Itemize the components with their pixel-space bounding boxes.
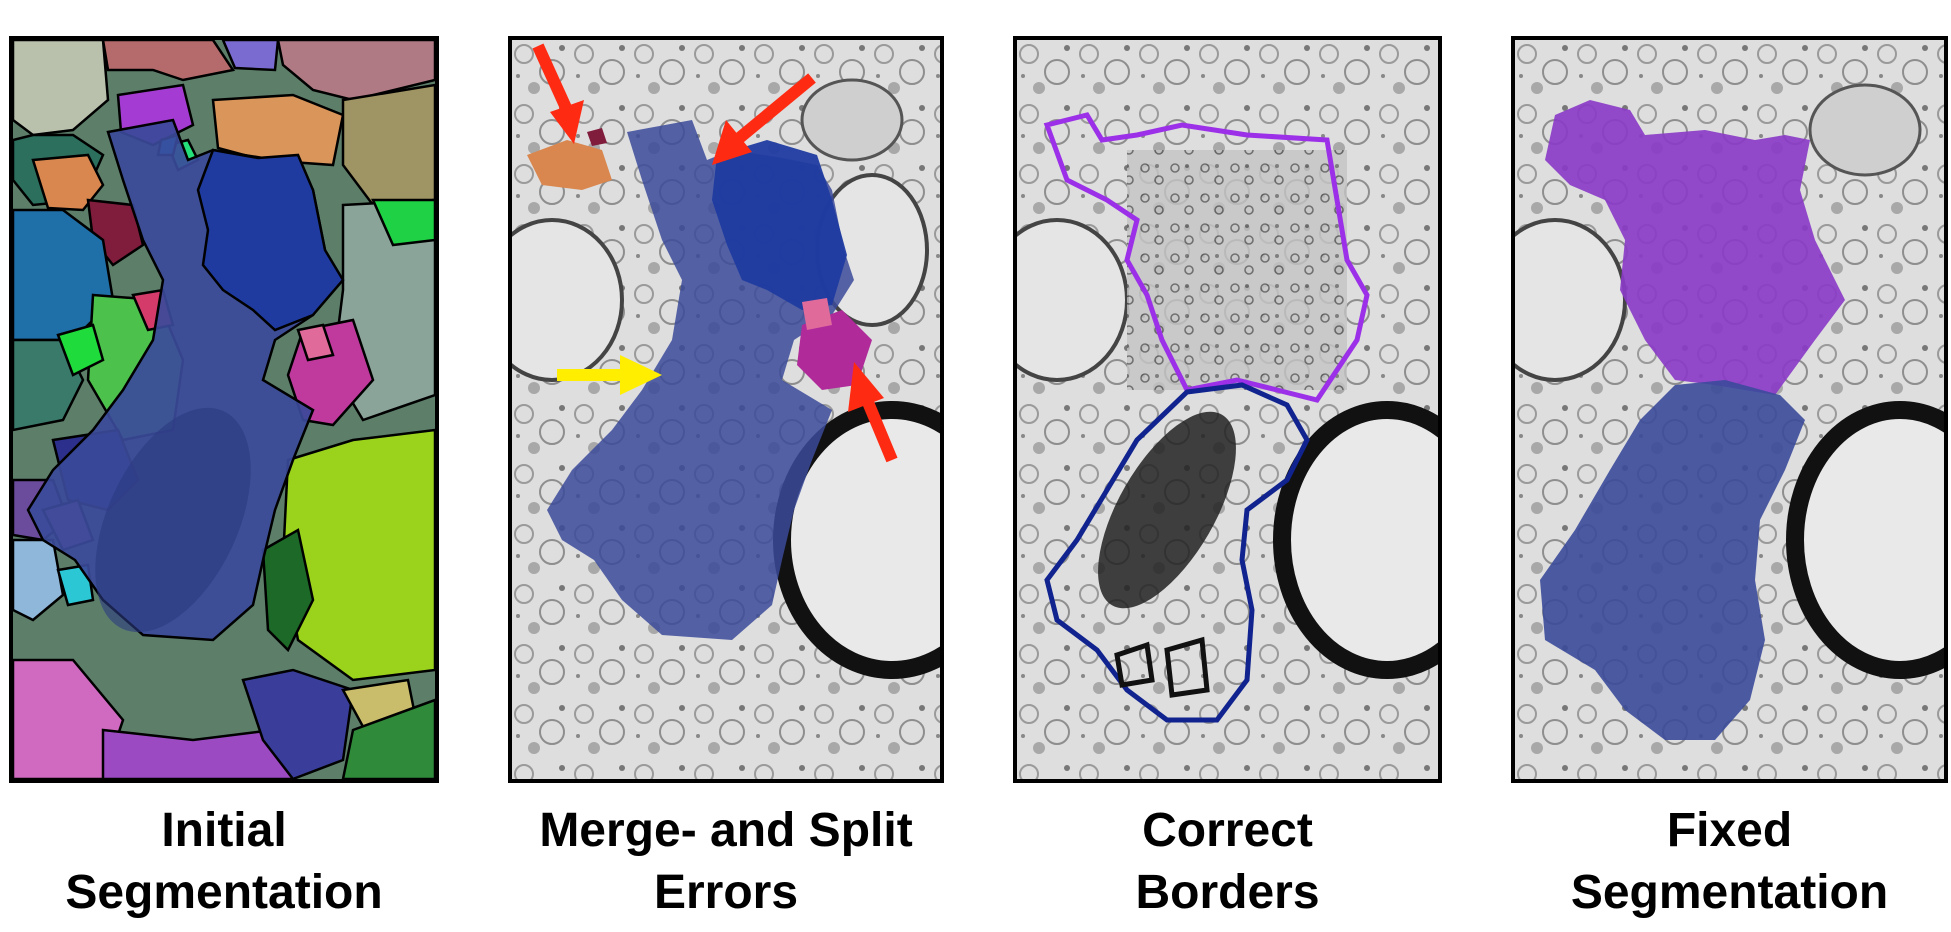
caption-fixed-segmentation: Fixed Segmentation	[1511, 800, 1948, 924]
panel-fixed-segmentation	[1511, 36, 1948, 783]
panel-initial-segmentation	[9, 36, 439, 783]
caption-line: Initial	[161, 804, 287, 857]
fixed-segmentation-image	[1515, 40, 1944, 779]
small-orange-segment	[527, 140, 612, 190]
split-error-region	[712, 140, 847, 310]
split-region	[196, 148, 345, 332]
fixed-lower-region	[1540, 380, 1805, 740]
caption-initial-segmentation: Initial Segmentation	[9, 800, 439, 924]
caption-line: Borders	[1135, 866, 1320, 919]
caption-merge-split-errors: Merge- and Split Errors	[508, 800, 944, 924]
panel-correct-borders	[1013, 36, 1442, 783]
missing-region-arrow	[557, 355, 662, 395]
caption-line: Fixed	[1666, 804, 1793, 857]
superpixel-regions	[13, 40, 435, 779]
caption-line: Errors	[653, 866, 799, 919]
small-dark-segment	[587, 128, 607, 146]
caption-line: Correct	[1142, 804, 1313, 857]
caption-line: Segmentation	[65, 866, 383, 919]
error-arrow-bottom-right	[848, 362, 898, 463]
initial-segmentation-image	[13, 40, 435, 779]
error-arrow-top-right	[712, 73, 816, 165]
blue-border-outline	[1044, 382, 1310, 723]
merge-split-errors-image	[512, 40, 940, 779]
caption-line: Segmentation	[1570, 866, 1889, 919]
caption-line: Merge- and Split	[539, 804, 913, 857]
fixed-upper-region	[1545, 100, 1845, 395]
panel-merge-split-errors	[508, 36, 944, 783]
purple-border-outline	[1043, 112, 1370, 403]
caption-correct-borders: Correct Borders	[1013, 800, 1442, 924]
error-arrow-top-left	[532, 43, 584, 144]
correct-borders-image	[1017, 40, 1438, 779]
